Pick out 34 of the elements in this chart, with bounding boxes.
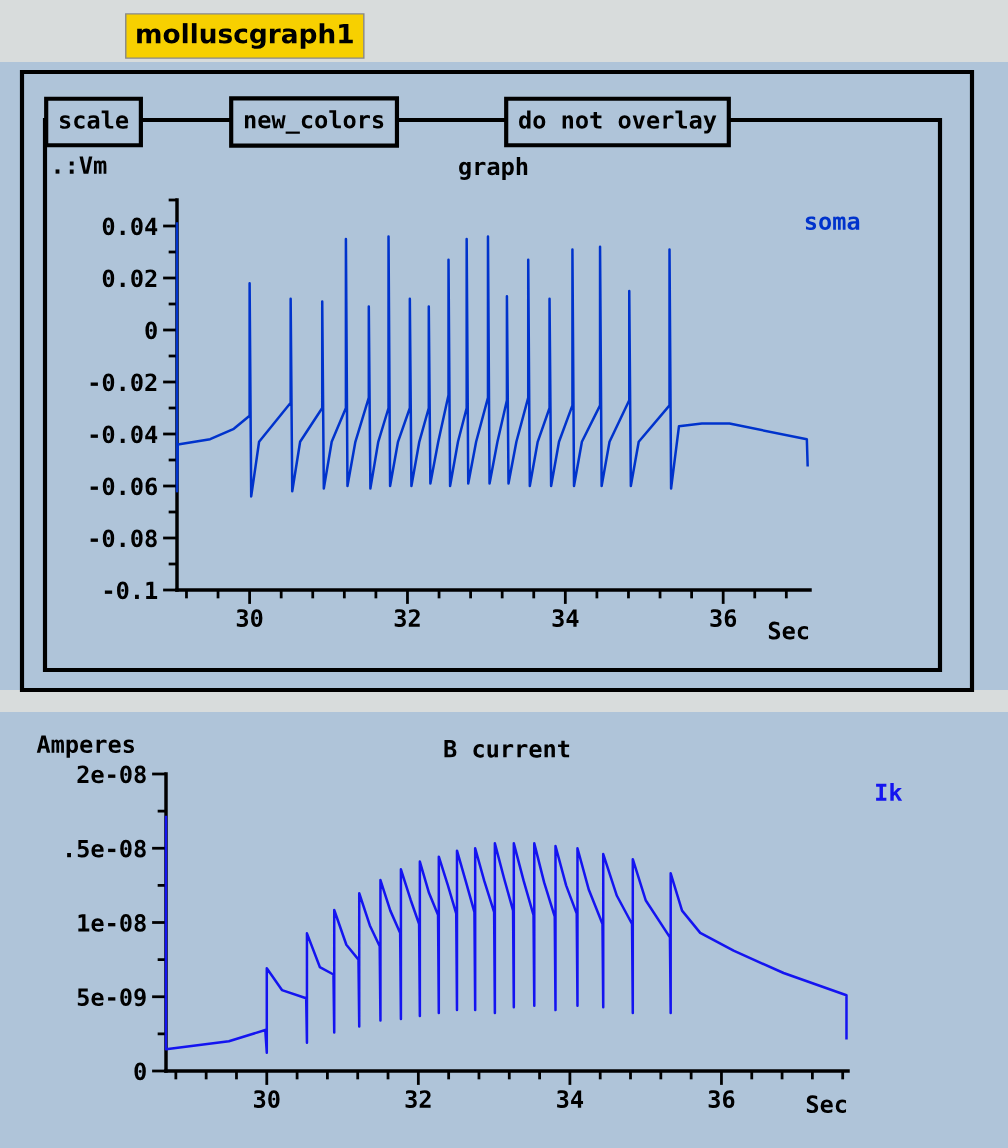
y-tick-label: 0 [145, 321, 157, 340]
x-tick-label: 30 [236, 609, 263, 628]
x-tick-label: 34 [552, 609, 579, 628]
x-tick-label: 30 [254, 1090, 280, 1109]
text: do not overlay [519, 110, 717, 134]
text: new_colors [244, 110, 384, 134]
text: scale [59, 110, 129, 129]
y-tick-label: -0.02 [90, 373, 157, 392]
x-tick-label: 36 [710, 609, 737, 628]
y-tick-label: 0 [134, 1062, 146, 1081]
x-axis-title: Sec [768, 621, 809, 640]
y-tick-label: -0.1 [104, 581, 158, 600]
chart-title: B current [444, 740, 570, 758]
y-axis-title: .:Vm [55, 156, 107, 174]
text: molluscgraph1 [137, 23, 353, 49]
y-tick-label: -0.06 [90, 477, 157, 496]
x-axis-title: Sec [806, 1095, 847, 1114]
x-tick-label: 32 [394, 609, 420, 628]
text: soma [805, 216, 860, 230]
y-tick-label: 0.02 [102, 269, 157, 288]
y-tick-label: -0.04 [90, 425, 158, 444]
chart-title: graph [459, 157, 528, 180]
y-tick-label: 0.04 [102, 217, 158, 236]
text: Ik [876, 782, 903, 801]
line-series [164, 815, 848, 1054]
y-tick-label: .5e-08 [67, 839, 146, 858]
x-tick-label: 32 [405, 1090, 431, 1109]
y-tick-label: 2e-08 [77, 765, 146, 784]
y-axis-title: Amperes [36, 735, 135, 758]
x-tick-label: 34 [557, 1090, 584, 1109]
y-tick-label: 1e-08 [78, 913, 146, 932]
y-tick-label: 5e-09 [77, 988, 146, 1007]
x-tick-label: 36 [708, 1090, 735, 1109]
y-tick-label: -0.08 [90, 529, 157, 548]
